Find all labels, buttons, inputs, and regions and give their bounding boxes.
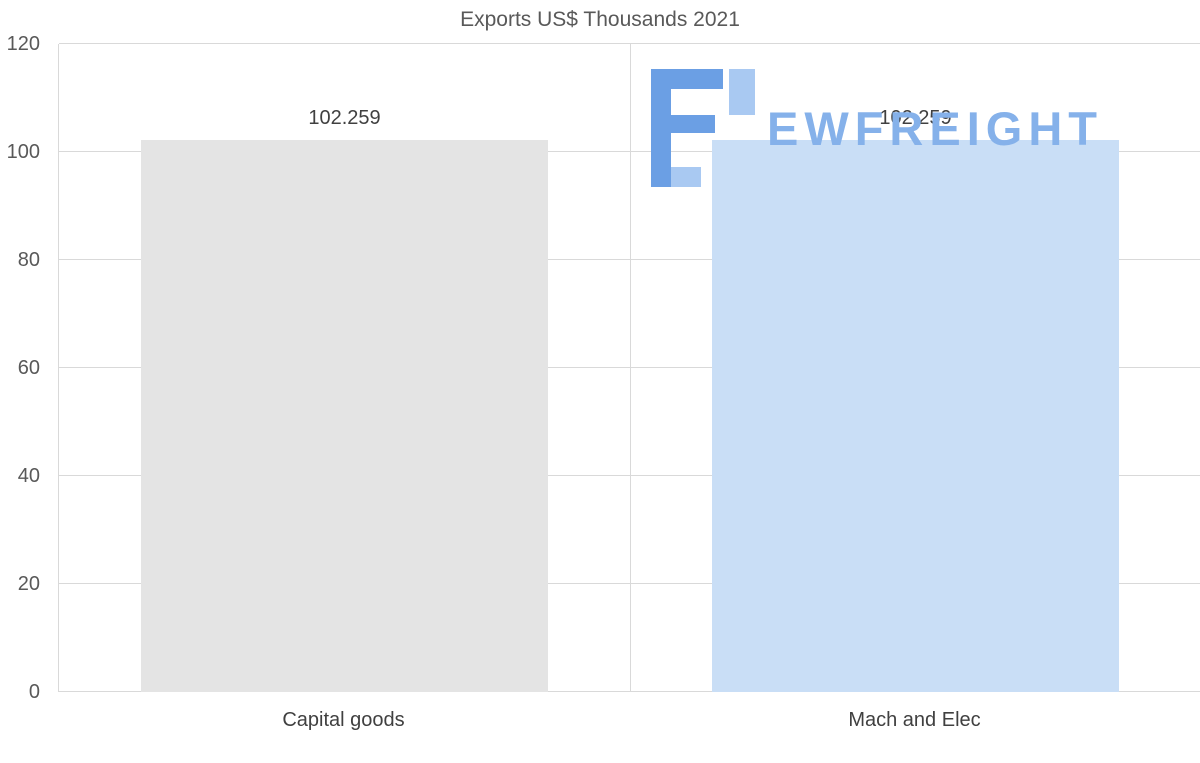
x-axis-labels: Capital goods Mach and Elec <box>58 706 1200 734</box>
bar-capital-goods <box>140 139 549 692</box>
gridlines <box>59 43 1200 692</box>
y-tick-label-120: 120 <box>6 33 40 55</box>
y-tick-label-40: 40 <box>17 465 40 488</box>
gridline-100 <box>59 151 1200 152</box>
gridline-60 <box>59 367 1200 368</box>
bar-slot-1: 102.259 <box>630 44 1200 692</box>
category-label-capital-goods: Capital goods <box>282 709 405 731</box>
chart-title: Exports US$ Thousands 2021 <box>460 8 740 31</box>
gridline-0 <box>59 691 1200 692</box>
gridline-40 <box>59 475 1200 476</box>
bar-slot-0: 102.259 <box>59 44 630 692</box>
category-divider-line <box>630 44 631 692</box>
plot-area: 102.259 102.259 EWFREIGHT <box>58 43 1200 692</box>
value-label-1: 102.259 <box>879 106 952 129</box>
value-label-0: 102.259 <box>308 106 381 129</box>
bar-mach-and-elec <box>711 139 1120 692</box>
y-tick-label-60: 60 <box>17 357 40 379</box>
gridline-20 <box>59 583 1200 584</box>
gridline-80 <box>59 259 1200 260</box>
y-tick-label-20: 20 <box>17 573 40 596</box>
y-tick-label-100: 100 <box>6 141 40 163</box>
category-label-mach-and-elec: Mach and Elec <box>848 709 981 731</box>
gridline-120 <box>59 43 1200 44</box>
bars-container: 102.259 102.259 <box>59 44 1200 692</box>
y-tick-label-0: 0 <box>28 681 40 703</box>
y-tick-label-80: 80 <box>17 249 40 272</box>
y-axis-labels: 0 20 40 60 80 100 120 <box>0 33 48 703</box>
